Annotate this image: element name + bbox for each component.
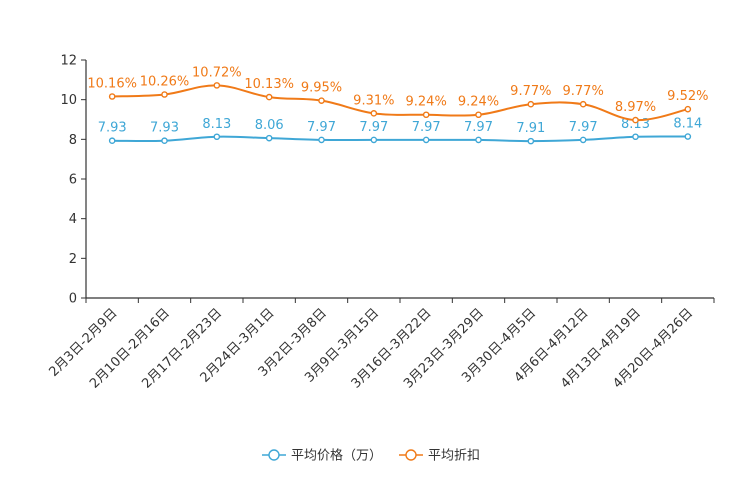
data-label: 7.93 [150, 121, 179, 136]
data-label: 10.13% [244, 77, 294, 92]
data-point[interactable] [370, 136, 378, 144]
data-label: 9.24% [458, 95, 499, 110]
data-point[interactable] [475, 136, 482, 144]
data-point[interactable] [684, 105, 692, 113]
data-point[interactable] [422, 111, 430, 119]
legend-item-1[interactable]: 平均价格（万） [262, 448, 382, 464]
data-label: 10.26% [140, 75, 190, 90]
series-line [112, 135, 688, 143]
data-point[interactable] [108, 93, 116, 100]
data-label: 8.06 [255, 118, 284, 133]
y-tick-label: 0 [69, 292, 77, 307]
data-point[interactable] [213, 82, 221, 89]
data-label: 8.13 [202, 117, 231, 132]
data-point[interactable] [527, 137, 535, 145]
data-point[interactable] [318, 136, 325, 144]
data-label: 8.14 [673, 117, 702, 132]
legend-item-2[interactable]: 平均折扣 [399, 449, 480, 464]
data-point[interactable] [632, 133, 639, 141]
y-tick-label: 12 [60, 54, 77, 69]
data-label: 7.97 [569, 120, 598, 135]
data-label: 9.52% [667, 89, 708, 104]
data-label: 9.24% [406, 95, 447, 110]
legend-label: 平均价格（万） [291, 448, 382, 464]
legend[interactable]: 平均价格（万） 平均折扣 [262, 448, 480, 464]
data-label: 7.97 [464, 120, 493, 135]
data-point[interactable] [579, 136, 587, 144]
data-point[interactable] [161, 137, 168, 145]
data-label: 7.97 [307, 120, 336, 135]
data-label: 7.91 [516, 121, 545, 136]
data-point[interactable] [265, 134, 273, 142]
series-layer: 7.93 7.93 8.13 8.06 7.97 7.97 7.97 7.97 7.91 7.97… [87, 65, 708, 145]
series-1: 7.93 7.93 8.13 8.06 7.97 7.97 7.97 7.97 7.91 7.97… [98, 117, 702, 145]
legend-circle-icon [268, 449, 280, 461]
data-label: 10.16% [87, 76, 137, 91]
y-tick-label: 4 [69, 212, 77, 227]
data-label: 9.31% [353, 93, 394, 108]
data-point[interactable] [632, 116, 639, 124]
data-label: 9.77% [510, 84, 551, 99]
data-label: 10.72% [192, 65, 242, 80]
data-point[interactable] [475, 111, 482, 119]
data-label: 7.93 [98, 121, 127, 136]
data-point[interactable] [527, 100, 535, 108]
data-point[interactable] [370, 110, 378, 117]
data-point[interactable] [579, 100, 587, 108]
data-label: 7.97 [359, 120, 388, 135]
y-tick-label: 8 [69, 133, 77, 148]
series-line [112, 84, 689, 122]
y-tick-label: 2 [69, 252, 77, 267]
series-2: 10.16% 10.26%10.72%10.13% 9.95% 9.31% 9.24% 9… [87, 65, 708, 124]
data-point[interactable] [108, 137, 116, 145]
data-point[interactable] [161, 91, 168, 98]
y-tick-label: 6 [69, 173, 77, 188]
data-point[interactable] [422, 136, 430, 144]
y-tick-label: 10 [60, 93, 77, 108]
data-point[interactable] [265, 93, 273, 101]
data-label: 7.97 [412, 120, 441, 135]
data-label: 8.97% [615, 100, 656, 115]
data-point[interactable] [684, 133, 692, 140]
data-label: 9.77% [563, 84, 604, 99]
legend-circle-icon [405, 449, 417, 461]
legend-label: 平均折扣 [428, 449, 480, 464]
data-point[interactable] [318, 97, 325, 104]
data-label: 9.95% [301, 81, 342, 96]
data-point[interactable] [213, 133, 221, 141]
